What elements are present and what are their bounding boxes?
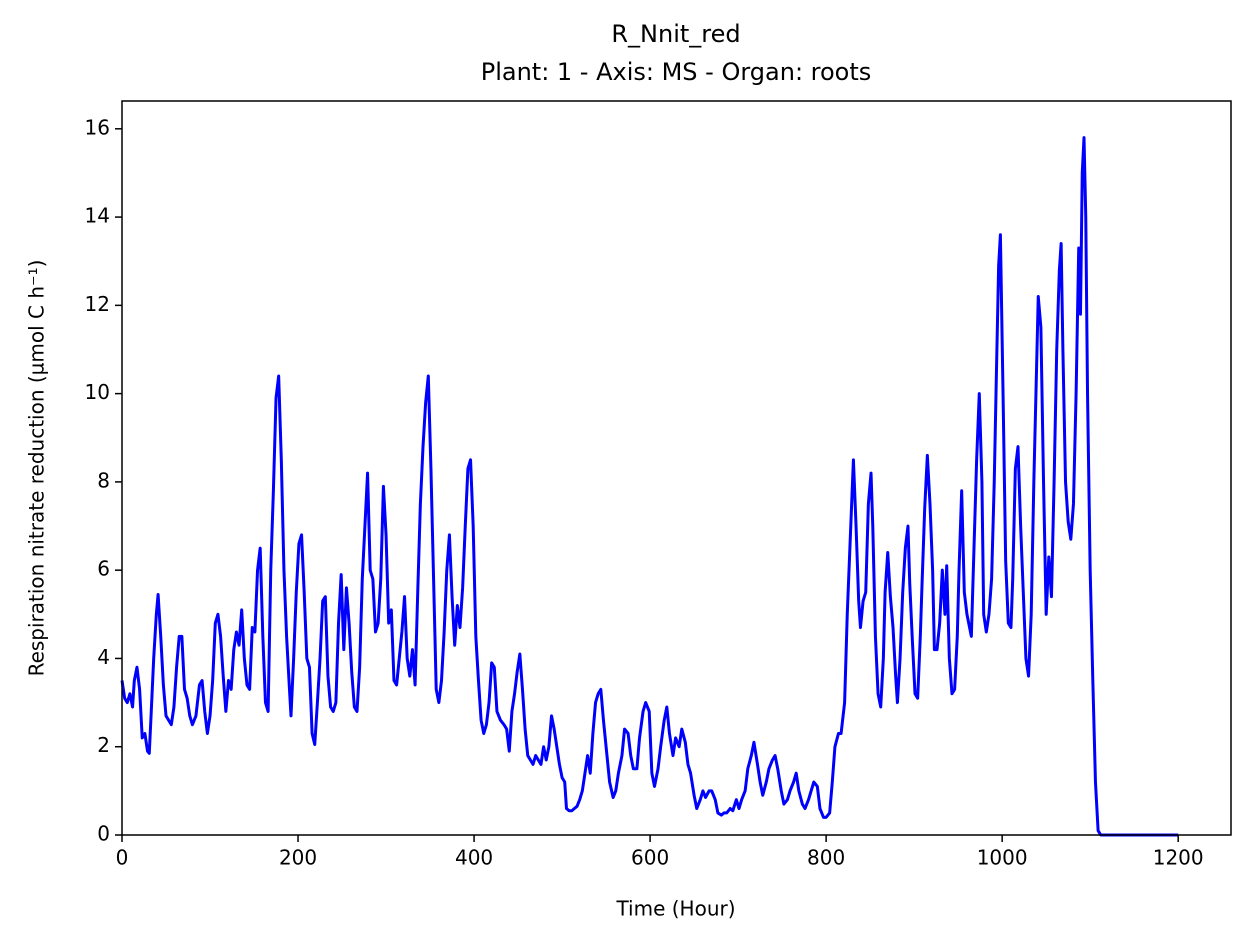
x-tick-label: 400 xyxy=(455,846,493,870)
y-axis-label: Respiration nitrate reduction (µmol C h⁻… xyxy=(25,260,49,677)
x-tick-label: 1200 xyxy=(1153,846,1204,870)
y-tick-label: 0 xyxy=(97,822,110,846)
y-tick-label: 12 xyxy=(85,292,110,316)
data-line xyxy=(120,136,1179,837)
chart-title: R_Nnit_red xyxy=(611,20,740,48)
x-axis-label: Time (Hour) xyxy=(615,897,735,921)
y-tick-label: 4 xyxy=(97,645,110,669)
plot-frame xyxy=(121,100,1232,836)
y-tick-label: 16 xyxy=(85,115,110,139)
x-tick-label: 200 xyxy=(279,846,317,870)
chart-subtitle: Plant: 1 - Axis: MS - Organ: roots xyxy=(481,58,872,86)
x-tick-label: 600 xyxy=(631,846,669,870)
x-tick-label: 0 xyxy=(116,846,129,870)
x-tick-label: 800 xyxy=(807,846,845,870)
y-tick-label: 6 xyxy=(97,557,110,581)
y-tick-label: 8 xyxy=(97,468,110,492)
y-tick-label: 2 xyxy=(97,733,110,757)
y-tick-label: 10 xyxy=(85,380,110,404)
x-tick-label: 1000 xyxy=(977,846,1028,870)
y-tick-label: 14 xyxy=(85,204,110,228)
